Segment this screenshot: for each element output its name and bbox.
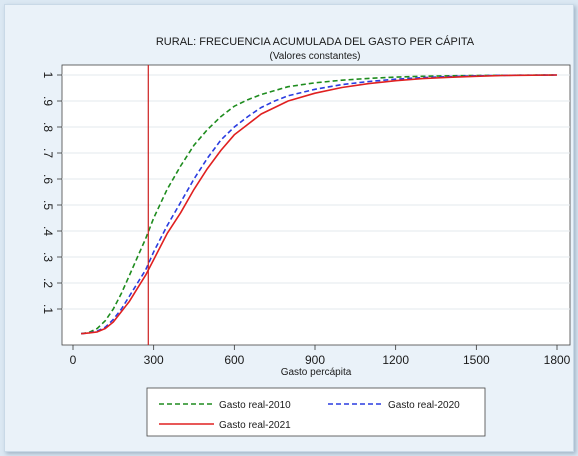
x-tick-label: 600 bbox=[224, 353, 244, 367]
x-tick-label: 1200 bbox=[382, 353, 409, 367]
y-tick-label: .6 bbox=[41, 174, 55, 184]
x-tick-label: 1500 bbox=[463, 353, 490, 367]
y-tick-label: .1 bbox=[41, 304, 55, 314]
x-tick-label: 0 bbox=[70, 353, 77, 367]
x-axis-ticks: 0 300 600 900 1200 1500 1800 bbox=[70, 345, 571, 367]
legend-label-2020: Gasto real-2020 bbox=[388, 400, 460, 411]
legend-label-2010: Gasto real-2010 bbox=[219, 400, 291, 411]
series-line-2010 bbox=[80, 74, 558, 335]
y-tick-label: .8 bbox=[41, 122, 55, 132]
x-tick-label: 900 bbox=[305, 353, 325, 367]
y-axis-ticks: .1 .2 .3 .4 .5 .6 .7 .8 .9 1 bbox=[41, 72, 62, 314]
legend-label-2021: Gasto real-2021 bbox=[219, 420, 291, 431]
cumulative-frequency-chart: RURAL: FRECUENCIA ACUMULADA DEL GASTO PE… bbox=[41, 35, 571, 437]
series-line-2021 bbox=[81, 74, 558, 335]
y-tick-label: .9 bbox=[41, 96, 55, 106]
y-tick-label: .3 bbox=[41, 252, 55, 262]
chart-subtitle: (Valores constantes) bbox=[270, 51, 361, 62]
x-tick-label: 1800 bbox=[544, 353, 571, 367]
x-axis-label: Gasto percápita bbox=[281, 367, 352, 378]
y-tick-label: .4 bbox=[41, 226, 55, 236]
y-tick-label: .7 bbox=[41, 148, 55, 158]
grid-lines bbox=[62, 74, 570, 310]
y-tick-label: 1 bbox=[41, 72, 55, 79]
chart-frame: RURAL: FRECUENCIA ACUMULADA DEL GASTO PE… bbox=[4, 4, 574, 452]
x-tick-label: 300 bbox=[144, 353, 164, 367]
legend-box bbox=[146, 387, 486, 437]
y-tick-label: .5 bbox=[41, 200, 55, 210]
chart-title: RURAL: FRECUENCIA ACUMULADA DEL GASTO PE… bbox=[156, 35, 475, 48]
y-tick-label: .2 bbox=[41, 278, 55, 288]
series-lines bbox=[80, 74, 558, 335]
